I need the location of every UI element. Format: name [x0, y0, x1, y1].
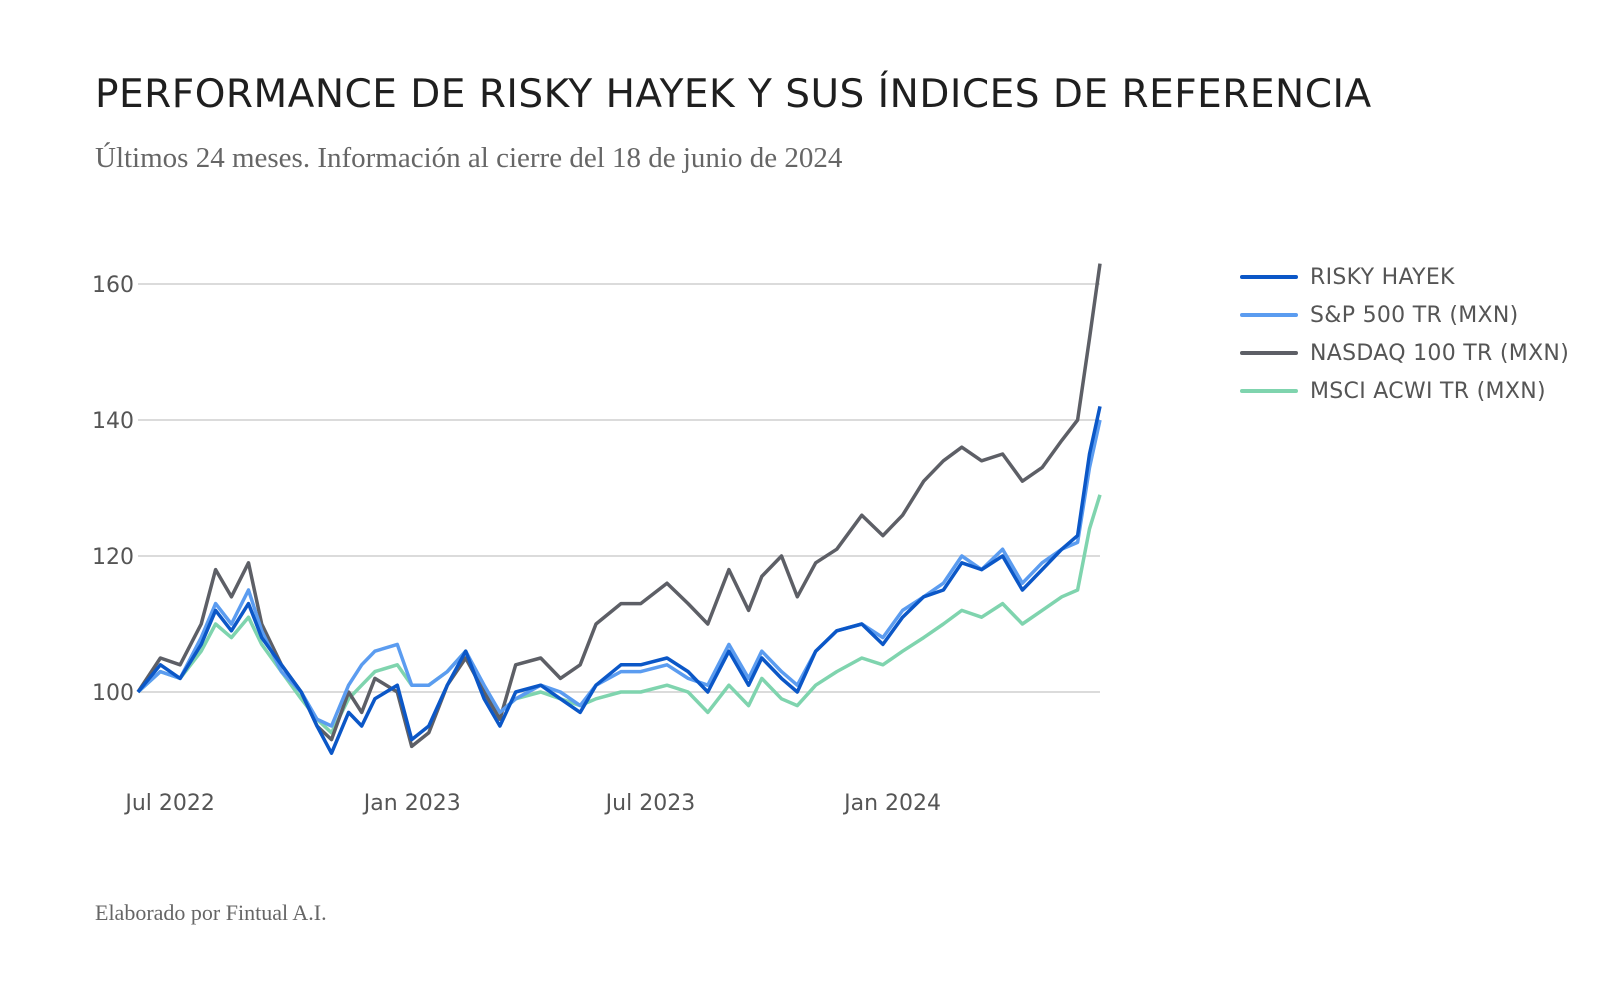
legend-swatch [1240, 313, 1298, 317]
legend-item-sp500: S&P 500 TR (MXN) [1240, 296, 1569, 334]
x-tick-label: Jul 2023 [604, 791, 696, 816]
x-tick-label: Jan 2023 [362, 791, 461, 816]
y-axis-ticks: 100 120 140 160 [92, 273, 134, 706]
legend-item-nasdaq100: NASDAQ 100 TR (MXN) [1240, 334, 1569, 372]
x-axis-ticks: Jul 2022 Jan 2023 Jul 2023 Jan 2024 [123, 791, 941, 816]
legend-label: RISKY HAYEK [1310, 264, 1455, 290]
series-lines [136, 263, 1102, 755]
y-tick-label: 100 [92, 681, 134, 706]
x-tick-label: Jan 2024 [842, 791, 941, 816]
chart-title: PERFORMANCE DE RISKY HAYEK Y SUS ÍNDICES… [95, 72, 1372, 117]
legend-item-msci-acwi: MSCI ACWI TR (MXN) [1240, 372, 1569, 410]
legend-swatch [1240, 351, 1298, 355]
y-tick-label: 140 [92, 409, 134, 434]
chart-subtitle: Últimos 24 meses. Información al cierre … [95, 142, 843, 174]
series-line-risky-hayek [136, 406, 1102, 755]
series-line-msci-acwi-tr-mxn [136, 494, 1102, 735]
x-tick-label: Jul 2022 [123, 791, 215, 816]
legend-item-risky-hayek: RISKY HAYEK [1240, 258, 1569, 296]
legend-swatch [1240, 275, 1298, 279]
y-tick-label: 120 [92, 545, 134, 570]
legend-label: S&P 500 TR (MXN) [1310, 302, 1519, 328]
grid-lines [138, 283, 1100, 693]
legend: RISKY HAYEK S&P 500 TR (MXN) NASDAQ 100 … [1240, 258, 1569, 410]
legend-label: MSCI ACWI TR (MXN) [1310, 378, 1546, 404]
legend-label: NASDAQ 100 TR (MXN) [1310, 340, 1570, 366]
footer-credit: Elaborado por Fintual A.I. [95, 900, 327, 925]
y-tick-label: 160 [92, 273, 134, 298]
legend-swatch [1240, 389, 1298, 393]
